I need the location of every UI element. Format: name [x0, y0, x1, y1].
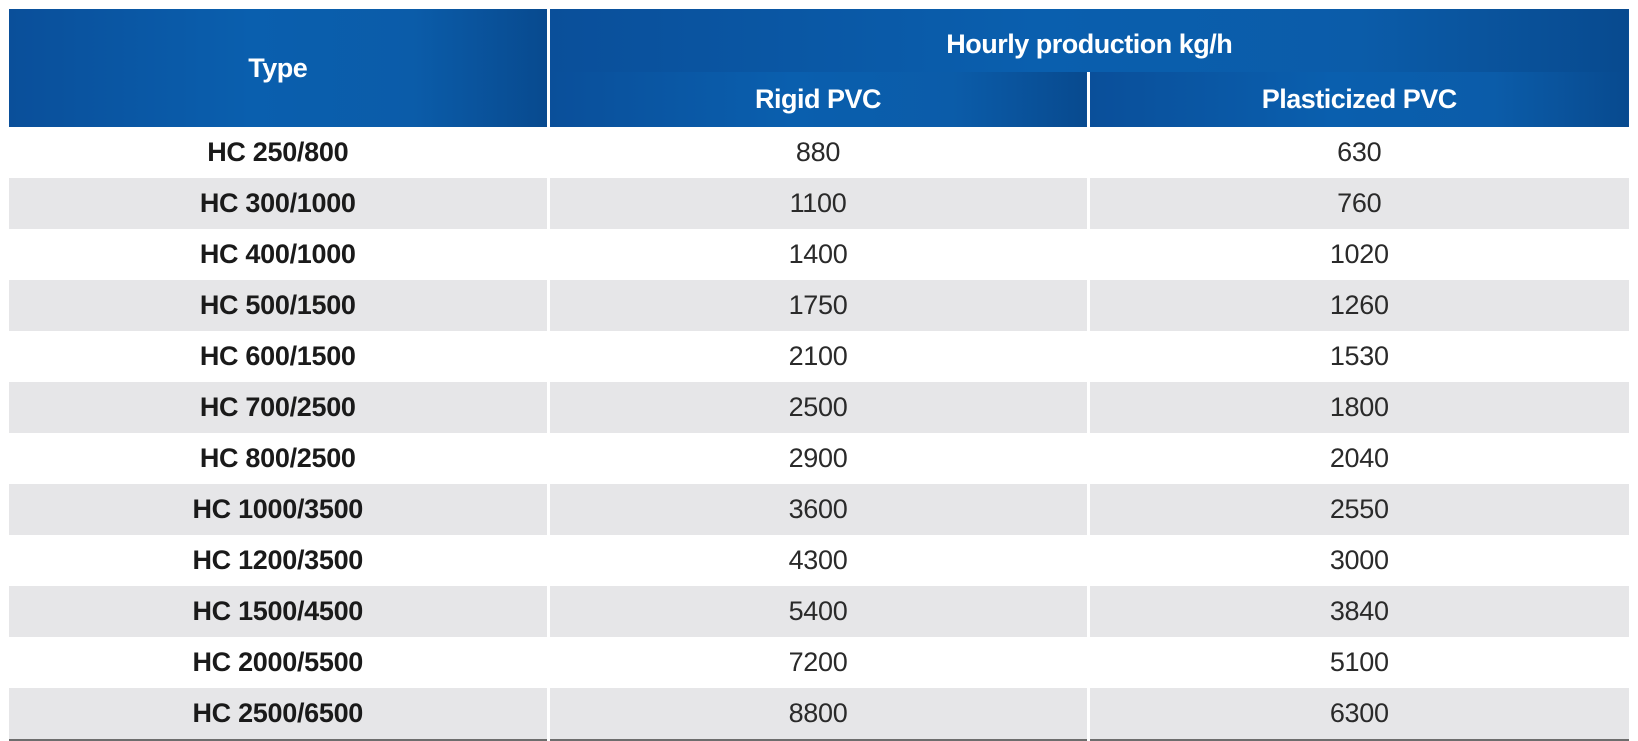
cell-rigid-pvc: 7200 [548, 637, 1090, 688]
table-header: Type Hourly production kg/h Rigid PVC Pl… [9, 9, 1629, 127]
cell-type: HC 250/800 [9, 127, 550, 178]
cell-plasticized-pvc: 3000 [1088, 535, 1629, 586]
table-row: HC 800/2500 2900 2040 [9, 433, 1629, 484]
table-row: HC 2000/5500 7200 5100 [9, 637, 1629, 688]
cell-type: HC 1000/3500 [9, 484, 550, 535]
cell-rigid-pvc: 4300 [548, 535, 1090, 586]
table-row: HC 400/1000 1400 1020 [9, 229, 1629, 280]
column-group-header-hourly-production: Hourly production kg/h [548, 9, 1629, 72]
cell-plasticized-pvc: 760 [1088, 178, 1629, 229]
cell-type: HC 2500/6500 [9, 688, 550, 741]
cell-plasticized-pvc: 6300 [1088, 688, 1629, 741]
cell-rigid-pvc: 3600 [548, 484, 1090, 535]
cell-plasticized-pvc: 1530 [1088, 331, 1629, 382]
production-table-container: Type Hourly production kg/h Rigid PVC Pl… [9, 9, 1629, 741]
table-row: HC 1500/4500 5400 3840 [9, 586, 1629, 637]
table-body: HC 250/800 880 630 HC 300/1000 1100 760 HC 400… [9, 127, 1629, 741]
cell-type: HC 1200/3500 [9, 535, 550, 586]
table-row: HC 600/1500 2100 1530 [9, 331, 1629, 382]
cell-plasticized-pvc: 630 [1088, 127, 1629, 178]
production-table: Type Hourly production kg/h Rigid PVC Pl… [9, 9, 1629, 741]
cell-rigid-pvc: 880 [548, 127, 1090, 178]
table-row: HC 500/1500 1750 1260 [9, 280, 1629, 331]
table-row: HC 700/2500 2500 1800 [9, 382, 1629, 433]
column-header-type: Type [9, 9, 550, 127]
table-row: HC 300/1000 1100 760 [9, 178, 1629, 229]
cell-plasticized-pvc: 3840 [1088, 586, 1629, 637]
cell-rigid-pvc: 2100 [548, 331, 1090, 382]
cell-rigid-pvc: 1400 [548, 229, 1090, 280]
column-header-plasticized-pvc: Plasticized PVC [1088, 72, 1629, 127]
cell-type: HC 1500/4500 [9, 586, 550, 637]
cell-plasticized-pvc: 1260 [1088, 280, 1629, 331]
cell-type: HC 600/1500 [9, 331, 550, 382]
cell-type: HC 700/2500 [9, 382, 550, 433]
cell-plasticized-pvc: 1800 [1088, 382, 1629, 433]
cell-type: HC 500/1500 [9, 280, 550, 331]
cell-plasticized-pvc: 2040 [1088, 433, 1629, 484]
cell-plasticized-pvc: 1020 [1088, 229, 1629, 280]
column-header-rigid-pvc: Rigid PVC [548, 72, 1090, 127]
cell-rigid-pvc: 2500 [548, 382, 1090, 433]
cell-type: HC 400/1000 [9, 229, 550, 280]
cell-type: HC 2000/5500 [9, 637, 550, 688]
cell-rigid-pvc: 2900 [548, 433, 1090, 484]
cell-rigid-pvc: 1100 [548, 178, 1090, 229]
table-row: HC 1200/3500 4300 3000 [9, 535, 1629, 586]
table-row: HC 1000/3500 3600 2550 [9, 484, 1629, 535]
cell-rigid-pvc: 8800 [548, 688, 1090, 741]
table-row: HC 250/800 880 630 [9, 127, 1629, 178]
cell-plasticized-pvc: 5100 [1088, 637, 1629, 688]
cell-plasticized-pvc: 2550 [1088, 484, 1629, 535]
cell-rigid-pvc: 1750 [548, 280, 1090, 331]
table-row: HC 2500/6500 8800 6300 [9, 688, 1629, 741]
cell-type: HC 300/1000 [9, 178, 550, 229]
cell-type: HC 800/2500 [9, 433, 550, 484]
cell-rigid-pvc: 5400 [548, 586, 1090, 637]
